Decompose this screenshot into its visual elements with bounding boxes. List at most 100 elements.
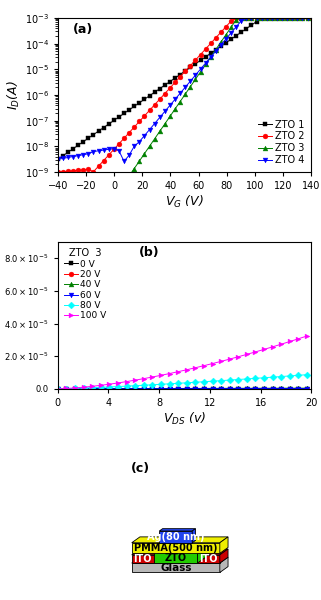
ZTO 1: [290, 14, 294, 22]
ZTO 1: [61, 152, 65, 160]
60 V: [125, 385, 128, 392]
ZTO 2: [143, 112, 146, 119]
ZTO 4: [204, 59, 208, 67]
ZTO 3: [163, 121, 167, 128]
Polygon shape: [132, 549, 228, 555]
40 V: [202, 385, 206, 392]
ZTO 4: [137, 138, 141, 145]
ZTO 1: [239, 29, 243, 36]
80 V: [245, 376, 249, 383]
100 V: [279, 341, 283, 348]
ZTO 4: [102, 146, 106, 154]
ZTO 1: [122, 110, 126, 117]
ZTO 1: [81, 138, 85, 145]
ZTO 2: [214, 34, 218, 41]
ZTO 4: [260, 14, 264, 22]
0 V: [202, 385, 206, 392]
60 V: [211, 385, 214, 392]
100 V: [211, 360, 214, 367]
80 V: [65, 385, 68, 392]
60 V: [65, 385, 68, 392]
Text: (c): (c): [131, 462, 150, 475]
40 V: [271, 385, 274, 392]
0 V: [245, 385, 249, 392]
ZTO 1: [300, 14, 304, 22]
ZTO 4: [249, 14, 253, 22]
20 V: [262, 385, 266, 392]
40 V: [236, 385, 240, 392]
60 V: [219, 385, 223, 392]
ZTO 3: [66, 176, 70, 184]
ZTO 3: [265, 14, 269, 22]
ZTO 3: [97, 176, 100, 183]
80 V: [125, 383, 128, 390]
ZTO 4: [178, 90, 182, 97]
0 V: [73, 385, 77, 392]
ZTO 4: [56, 156, 60, 163]
40 V: [142, 385, 146, 392]
20 V: [185, 385, 189, 392]
0 V: [297, 385, 300, 392]
20 V: [151, 385, 154, 392]
20 V: [254, 385, 257, 392]
60 V: [245, 385, 249, 392]
ZTO 1: [260, 14, 264, 22]
0 V: [65, 385, 68, 392]
ZTO 2: [249, 14, 253, 22]
20 V: [116, 385, 120, 392]
ZTO 1: [245, 25, 248, 32]
ZTO 1: [148, 92, 152, 100]
40 V: [297, 385, 300, 392]
20 V: [271, 385, 274, 392]
ZTO 4: [229, 29, 233, 37]
20 V: [56, 385, 60, 392]
ZTO 3: [107, 175, 111, 182]
0 V: [151, 385, 154, 392]
Polygon shape: [159, 529, 195, 531]
ZTO 1: [91, 131, 95, 138]
ZTO 1: [97, 127, 100, 134]
80 V: [73, 385, 77, 392]
Text: Ag(80 nm): Ag(80 nm): [147, 532, 204, 542]
20 V: [108, 385, 111, 392]
ZTO 2: [76, 167, 80, 174]
ZTO 2: [86, 166, 90, 173]
ZTO 2: [107, 151, 111, 158]
80 V: [116, 383, 120, 390]
ZTO 1: [173, 74, 177, 82]
20 V: [65, 385, 68, 392]
100 V: [133, 377, 137, 384]
ZTO 4: [209, 53, 213, 61]
ZTO 1: [306, 14, 309, 22]
Polygon shape: [132, 543, 220, 553]
ZTO 2: [209, 40, 213, 47]
ZTO 1: [194, 61, 197, 68]
ZTO 2: [290, 14, 294, 22]
40 V: [211, 385, 214, 392]
60 V: [90, 385, 94, 392]
ZTO 4: [76, 152, 80, 159]
100 V: [228, 355, 232, 362]
ZTO 2: [153, 101, 157, 109]
40 V: [116, 385, 120, 392]
ZTO 4: [188, 77, 192, 85]
ZTO 3: [290, 14, 294, 22]
X-axis label: $V_G$ (V): $V_G$ (V): [165, 194, 204, 210]
ZTO 3: [214, 46, 218, 53]
100 V: [254, 348, 257, 355]
80 V: [99, 384, 103, 391]
ZTO 3: [204, 61, 208, 68]
ZTO 1: [71, 145, 75, 152]
40 V: [151, 385, 154, 392]
0 V: [82, 385, 85, 392]
0 V: [168, 385, 171, 392]
100 V: [219, 358, 223, 365]
ZTO 4: [280, 14, 284, 22]
ZTO 3: [219, 38, 223, 46]
ZTO 1: [178, 71, 182, 78]
ZTO 3: [71, 176, 75, 183]
ZTO 4: [153, 120, 157, 127]
ZTO 2: [173, 79, 177, 86]
Line: ZTO 3: ZTO 3: [55, 16, 310, 182]
ZTO 1: [280, 14, 284, 22]
